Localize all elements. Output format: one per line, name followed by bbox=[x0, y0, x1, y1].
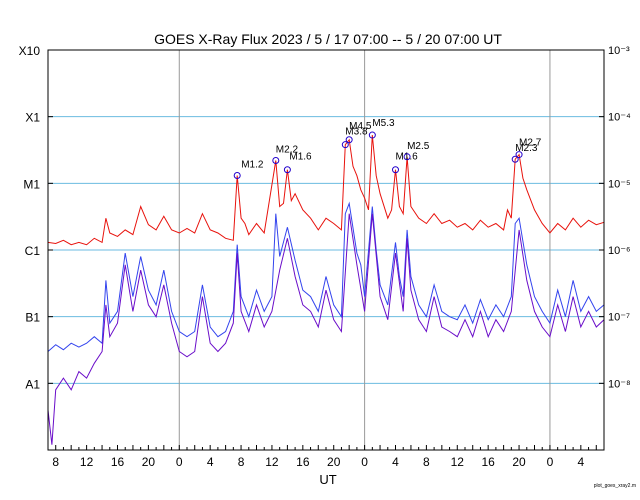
flare-marker-0 bbox=[233, 172, 241, 180]
flare-marker-8 bbox=[511, 155, 519, 163]
flare-label-7: M2.5 bbox=[407, 141, 430, 152]
x-tick-label-7: 12 bbox=[265, 455, 279, 469]
y-tick-label-right-1: 10⁻⁴ bbox=[608, 112, 631, 124]
x-tick-label-8: 16 bbox=[296, 455, 310, 469]
x-tick-label-5: 4 bbox=[207, 455, 214, 469]
y-tick-label-right-3: 10⁻⁶ bbox=[608, 245, 631, 257]
flare-label-9: M2.7 bbox=[519, 138, 542, 149]
y-tick-label-left-4: B1 bbox=[25, 311, 40, 325]
footnote: plot_goes_xray2.m bbox=[594, 483, 636, 489]
y-tick-label-left-5: A1 bbox=[25, 377, 40, 391]
y-tick-label-right-5: 10⁻⁸ bbox=[608, 378, 631, 390]
grid-lines bbox=[48, 50, 604, 450]
flare-label-6: M1.6 bbox=[396, 152, 419, 163]
flare-marker-2 bbox=[283, 166, 291, 174]
y-tick-label-left-0: X10 bbox=[19, 44, 41, 58]
x-tick-label-1: 12 bbox=[80, 455, 94, 469]
flare-marker-5 bbox=[368, 131, 376, 139]
flare-label-4: M4.5 bbox=[349, 121, 372, 132]
x-tick-label-2: 16 bbox=[111, 455, 125, 469]
chart-title: GOES X-Ray Flux 2023 / 5 / 17 07:00 -- 5… bbox=[154, 31, 502, 47]
x-tick-label-6: 8 bbox=[238, 455, 245, 469]
annotation-group: M1.2M2.2M1.6M3.8M4.5 M5.3M1.6M2.5 M2.3M2.7 bbox=[233, 118, 542, 180]
flare-marker-7 bbox=[403, 153, 411, 161]
series-group bbox=[47, 134, 605, 445]
flare-marker-6 bbox=[392, 166, 399, 174]
flare-marker-3 bbox=[341, 141, 349, 149]
x-tick-label-3: 20 bbox=[142, 455, 156, 469]
series-line-1 bbox=[47, 201, 605, 352]
flare-label-8: M2.3 bbox=[515, 143, 538, 154]
tick-group: X10 X1 M1 C1 B1 A1 10⁻³ 10⁻⁴ 10⁻⁵ 10⁻⁶ 10⁻⁷ 10⁻⁸ 8 12… bbox=[19, 44, 631, 469]
flare-marker-4 bbox=[345, 136, 353, 144]
x-tick-label-0: 8 bbox=[52, 455, 59, 469]
x-tick-label-9: 20 bbox=[327, 455, 341, 469]
x-tick-label-10: 0 bbox=[361, 455, 368, 469]
y-tick-label-left-2: M1 bbox=[23, 177, 40, 191]
flare-label-1: M2.2 bbox=[276, 145, 299, 156]
x-axis-label: UT bbox=[319, 472, 336, 487]
x-tick-label-11: 4 bbox=[392, 455, 399, 469]
y-tick-label-left-1: X1 bbox=[25, 111, 40, 125]
x-tick-label-16: 0 bbox=[547, 455, 554, 469]
y-tick-label-right-0: 10⁻³ bbox=[608, 45, 630, 57]
series-line-2 bbox=[47, 213, 605, 445]
x-tick-label-13: 12 bbox=[451, 455, 465, 469]
flare-label-0: M1.2 bbox=[241, 160, 264, 171]
flare-label-2: M1.6 bbox=[289, 152, 312, 163]
x-tick-label-12: 8 bbox=[423, 455, 430, 469]
x-tick-label-17: 4 bbox=[577, 455, 584, 469]
flare-marker-1 bbox=[272, 157, 280, 165]
series-line-0 bbox=[47, 134, 605, 246]
y-tick-label-left-3: C1 bbox=[25, 244, 41, 258]
y-tick-label-right-2: 10⁻⁵ bbox=[608, 178, 631, 190]
x-tick-label-4: 0 bbox=[176, 455, 183, 469]
flare-marker-9 bbox=[515, 151, 523, 159]
y-tick-label-right-4: 10⁻⁷ bbox=[608, 312, 630, 324]
x-tick-label-15: 20 bbox=[512, 455, 526, 469]
flare-label-3: M3.8 bbox=[345, 127, 368, 138]
flare-label-5: M5.3 bbox=[372, 118, 395, 129]
x-tick-label-14: 16 bbox=[481, 455, 495, 469]
